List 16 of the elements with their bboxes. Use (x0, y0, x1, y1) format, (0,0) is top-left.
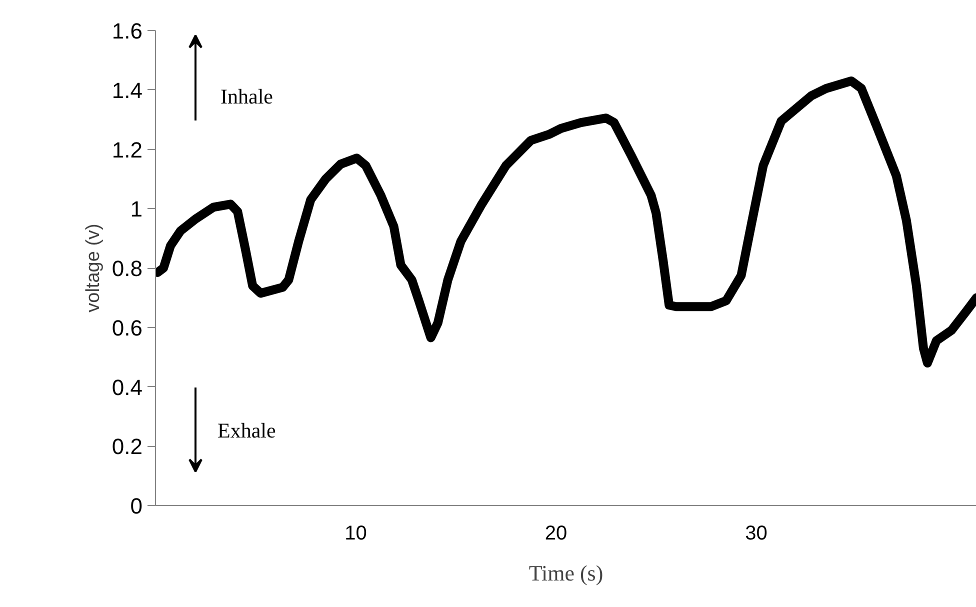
y-tick-label: 1.6 (112, 18, 143, 44)
x-tick-label: 20 (544, 522, 568, 544)
y-tick-label: 0.4 (112, 374, 143, 400)
y-tick-label: 0 (130, 494, 143, 518)
y-tick-label: 0.6 (112, 315, 143, 340)
y-axis-title: voltage (v) (82, 224, 104, 312)
y-tick-label: 1 (130, 196, 143, 222)
y-tick-label: 1.4 (112, 78, 143, 103)
y-tick-label: 0.2 (112, 434, 143, 460)
x-tick-label: 10 (344, 522, 367, 544)
annotation: Inhale (220, 84, 273, 108)
x-tick-label: 30 (745, 522, 768, 544)
y-tick-label: 1.2 (112, 137, 143, 162)
annotation: Exhale (218, 418, 276, 442)
x-axis-title: Time (s) (528, 560, 604, 586)
y-tick-label: 0.8 (112, 256, 143, 281)
